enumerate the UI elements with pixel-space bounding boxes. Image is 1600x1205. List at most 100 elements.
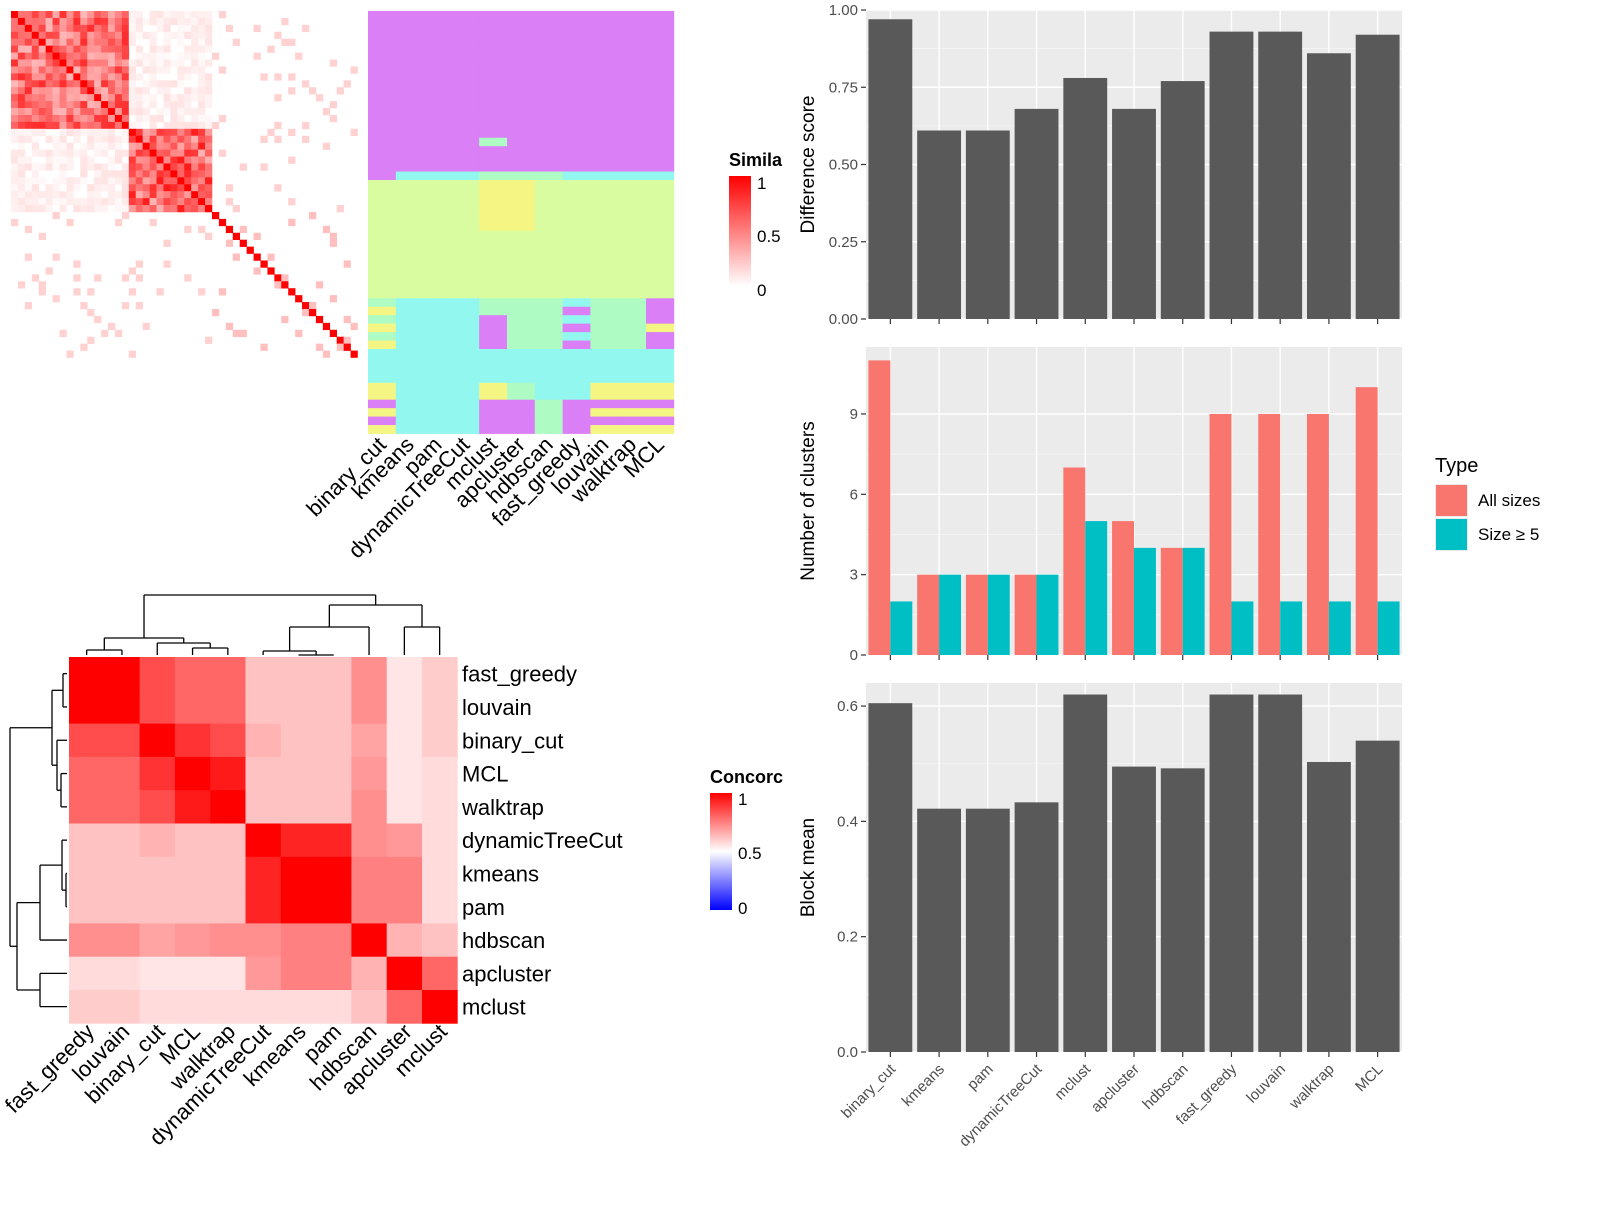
partition-cell — [646, 146, 675, 156]
concordance-cell — [104, 790, 140, 824]
partition-cell — [479, 239, 508, 248]
similarity-cell — [17, 198, 26, 206]
partition-cell — [646, 163, 675, 172]
similarity-cell — [177, 198, 185, 206]
similarity-cell — [94, 108, 102, 116]
partition-cell — [395, 137, 424, 147]
similarity-cell — [24, 128, 33, 137]
similarity-cell — [121, 66, 130, 74]
partition-cell — [479, 391, 508, 401]
similarity-cell — [38, 87, 46, 95]
concordance-cell — [104, 823, 140, 858]
similarity-cell — [24, 24, 33, 33]
partition-cell — [618, 78, 647, 88]
similarity-cell — [163, 11, 171, 19]
similarity-cell — [108, 191, 116, 199]
similarity-cell — [17, 24, 26, 33]
partition-cell — [534, 298, 563, 308]
similarity-cell — [184, 135, 192, 143]
partition-cell — [618, 163, 647, 172]
similarity-cell — [177, 128, 185, 137]
partition-cell — [451, 78, 480, 88]
similarity-cell — [24, 121, 33, 130]
concordance-cell — [316, 923, 352, 958]
x-tick-label: walktrap — [1286, 1061, 1338, 1113]
partition-cell — [646, 70, 675, 79]
bar — [1112, 521, 1134, 655]
type-legend-title: Type — [1435, 455, 1478, 477]
similarity-cell — [135, 94, 143, 102]
partition-cell — [368, 374, 397, 384]
similarity-cell — [170, 191, 178, 199]
partition-cell — [479, 340, 508, 350]
partition-cell — [423, 408, 452, 417]
similarity-cell — [59, 11, 67, 19]
partition-cell — [368, 61, 397, 71]
similarity-cell — [80, 156, 88, 164]
similarity-cell — [135, 87, 143, 95]
similarity-cell — [121, 52, 130, 60]
similarity-cell — [205, 336, 213, 344]
similarity-cell — [128, 198, 137, 206]
similarity-cell — [218, 11, 227, 19]
partition-cell — [423, 349, 452, 358]
bar — [1014, 108, 1059, 319]
similarity-cell — [163, 52, 171, 60]
similarity-cell — [45, 17, 53, 26]
similarity-cell — [177, 121, 185, 130]
concordance-cell — [280, 823, 317, 858]
similarity-cell — [142, 142, 150, 150]
similarity-cell — [31, 87, 40, 95]
similarity-cell — [45, 66, 53, 74]
similarity-cell — [24, 177, 33, 185]
similarity-cell — [128, 17, 137, 26]
partition-cell — [507, 103, 536, 113]
similarity-cell — [52, 142, 60, 150]
similarity-cell — [191, 191, 199, 199]
similarity-cell — [45, 184, 53, 192]
partition-cell — [590, 374, 619, 384]
similarity-cell — [66, 191, 74, 199]
similarity-cell — [184, 94, 192, 102]
similarity-cell — [52, 253, 60, 261]
similarity-cell — [45, 135, 53, 143]
similarity-cell — [142, 170, 150, 178]
partition-cell — [646, 129, 675, 139]
similarity-cell — [108, 38, 116, 46]
similarity-cell — [163, 191, 171, 199]
similarity-cell — [11, 149, 19, 157]
partition-cell — [534, 315, 563, 325]
partition-cell — [451, 27, 480, 37]
similarity-cell — [218, 114, 227, 123]
similarity-cell — [66, 31, 74, 40]
similarity-cell — [11, 80, 19, 88]
similarity-cell — [191, 121, 199, 130]
similarity-cell — [128, 24, 137, 33]
partition-cell — [368, 230, 397, 240]
partition-cell — [507, 289, 536, 299]
similarity-cell — [24, 302, 33, 310]
similarity-cell — [114, 108, 123, 116]
partition-cell — [590, 137, 619, 147]
partition-cell — [618, 272, 647, 282]
similarity-cell — [59, 73, 67, 81]
similarity-cell — [274, 31, 282, 40]
similarity-cell — [114, 135, 123, 143]
similarity-cell — [260, 163, 268, 171]
similarity-cell — [38, 31, 46, 40]
partition-cell — [395, 416, 424, 426]
similarity-cell — [198, 170, 206, 178]
similarity-cell — [156, 156, 164, 164]
partition-cell — [562, 281, 591, 291]
similarity-cell — [114, 191, 123, 199]
similarity-cell — [205, 87, 213, 95]
partition-cell — [395, 11, 424, 20]
similarity-cell — [128, 101, 137, 109]
similarity-cell — [135, 274, 143, 282]
concordance-cell — [422, 690, 458, 724]
similarity-cell — [31, 135, 40, 143]
partition-cell — [534, 78, 563, 88]
similarity-cell — [114, 142, 123, 150]
partition-cell — [590, 408, 619, 417]
partition-cell — [368, 213, 397, 223]
